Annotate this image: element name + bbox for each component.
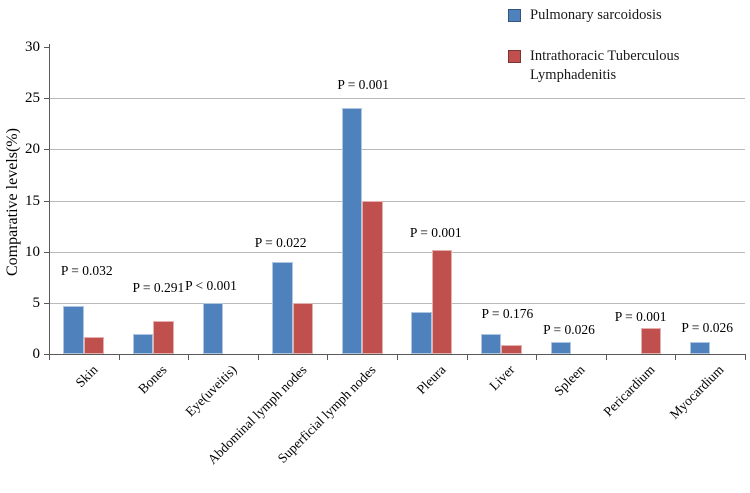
- x-tick-label-spleen: Spleen: [551, 362, 588, 399]
- bar-pulmonary-sarcoidosis-skin: [63, 305, 84, 354]
- x-tick-8: [605, 355, 607, 360]
- x-tick-label-pericardium: Pericardium: [599, 362, 658, 420]
- y-tick-0: [44, 354, 49, 355]
- x-tick-0: [49, 355, 50, 360]
- legend-swatch-intrathoracic-tuberculous-lymphadenitis: [508, 50, 521, 63]
- x-tick-label-liver: Liver: [486, 362, 518, 394]
- legend-label-pulmonary-sarcoidosis: Pulmonary sarcoidosis: [530, 7, 662, 23]
- p-value-label-liver: P = 0.176: [481, 305, 534, 321]
- p-value-label-skin: P = 0.032: [60, 262, 113, 278]
- p-value-label-myocardium: P = 0.026: [681, 319, 734, 335]
- x-tick-label-eye-uveitis: Eye(uveitis): [182, 362, 240, 420]
- p-value-label-pleura: P = 0.001: [409, 224, 462, 240]
- p-value-label-spleen: P = 0.026: [543, 321, 595, 337]
- x-tick-9: [675, 355, 677, 360]
- bar-intrathoracic-tuberculous-lymphadenitis-superficial-lymph-nodes: [362, 200, 383, 354]
- y-tick-5: [44, 302, 49, 304]
- bar-pulmonary-sarcoidosis-myocardium: [689, 341, 711, 354]
- y-tick-10: [44, 251, 49, 253]
- y-tick-label-30: 30: [25, 39, 40, 55]
- legend-label-intrathoracic-tuberculous-lymphadenitis: Intrathoracic Tuberculous Lymphadenitis: [530, 48, 680, 83]
- gridline-15: [49, 200, 745, 202]
- x-tick-3: [257, 355, 259, 360]
- bar-intrathoracic-tuberculous-lymphadenitis-abdominal-lymph-nodes: [292, 302, 314, 354]
- x-tick-label-myocardium: Myocardium: [666, 362, 727, 422]
- bar-intrathoracic-tuberculous-lymphadenitis-pericardium: [640, 328, 662, 354]
- gridline-10: [49, 251, 745, 253]
- plot-area: 0 5 10 15 20 25 30 P = 0.032 Skin P = 0.291 Bones P…: [25, 39, 746, 467]
- bar-pulmonary-sarcoidosis-superficial-lymph-nodes: [341, 108, 363, 354]
- p-value-label-abdominal-lymph-nodes: P = 0.022: [254, 234, 307, 250]
- legend: Pulmonary sarcoidosis Intrathoracic Tube…: [508, 6, 715, 107]
- bar-pulmonary-sarcoidosis-eye-uveitis: [202, 302, 223, 354]
- y-tick-label-20: 20: [25, 141, 40, 158]
- bar-pulmonary-sarcoidosis-abdominal-lymph-nodes: [272, 261, 293, 354]
- x-tick-10: [745, 355, 746, 360]
- bar-chart-figure: Comparative levels(%) 0 5 10 15 20 25 30 P = 0.…: [4, 6, 746, 467]
- y-tick-label-5: 5: [32, 294, 41, 311]
- p-value-label-pericardium: P = 0.001: [614, 309, 667, 325]
- x-tick-5: [397, 355, 398, 360]
- x-tick-label-pleura: Pleura: [413, 362, 449, 398]
- p-value-label-bones: P = 0.291: [132, 280, 185, 296]
- x-tick-1: [118, 355, 120, 360]
- p-value-label-eye-uveitis: P < 0.001: [185, 277, 237, 293]
- bar-intrathoracic-tuberculous-lymphadenitis-pleura: [431, 249, 453, 354]
- bar-pulmonary-sarcoidosis-pleura: [411, 312, 432, 354]
- p-value-label-superficial-lymph-nodes: P = 0.001: [337, 77, 390, 93]
- gridline-20: [49, 149, 745, 151]
- bar-pulmonary-sarcoidosis-spleen: [550, 341, 571, 354]
- y-tick-20: [44, 149, 49, 151]
- x-tick-2: [188, 355, 190, 360]
- gridline-5: [49, 302, 745, 304]
- x-axis-line: [49, 354, 746, 355]
- y-tick-label-0: 0: [32, 346, 41, 362]
- y-tick-label-15: 15: [25, 192, 40, 209]
- bar-pulmonary-sarcoidosis-bones: [132, 333, 154, 354]
- bar-intrathoracic-tuberculous-lymphadenitis-skin: [83, 336, 105, 354]
- y-axis-line: [49, 44, 50, 355]
- x-tick-6: [466, 355, 468, 360]
- bar-intrathoracic-tuberculous-lymphadenitis-liver: [501, 344, 522, 354]
- x-tick-label-superficial-lymph-nodes: Superficial lymph nodes: [274, 362, 379, 466]
- legend-swatch-pulmonary-sarcoidosis: [508, 9, 521, 22]
- y-tick-label-10: 10: [25, 243, 40, 260]
- x-tick-label-bones: Bones: [135, 362, 171, 397]
- gridline-25: [49, 98, 745, 100]
- x-tick-7: [536, 355, 538, 360]
- y-tick-15: [44, 200, 49, 202]
- legend-item-intrathoracic-tuberculous-lymphadenitis: Intrathoracic Tuberculous Lymphadenitis: [508, 47, 715, 85]
- x-tick-label-abdominal-lymph-nodes: Abdominal lymph nodes: [204, 362, 310, 468]
- y-tick-label-25: 25: [25, 90, 40, 107]
- y-tick-30: [44, 47, 49, 48]
- x-tick-4: [327, 355, 329, 360]
- bar-pulmonary-sarcoidosis-liver: [480, 333, 502, 354]
- legend-item-pulmonary-sarcoidosis: Pulmonary sarcoidosis: [508, 6, 715, 25]
- y-tick-25: [44, 98, 49, 100]
- bar-intrathoracic-tuberculous-lymphadenitis-bones: [153, 321, 174, 354]
